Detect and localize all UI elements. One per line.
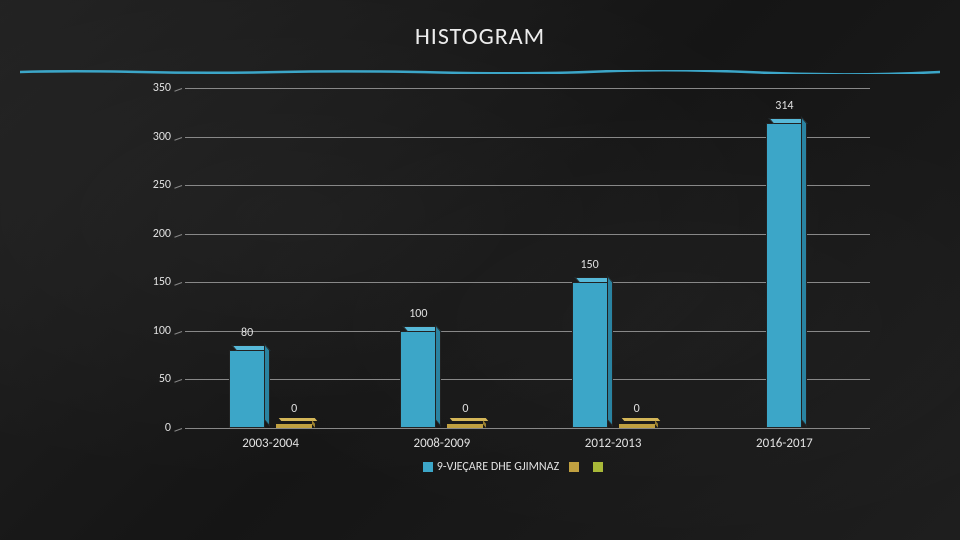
title-underline bbox=[20, 60, 940, 64]
value-label: 80 bbox=[217, 326, 277, 340]
bar bbox=[400, 331, 436, 428]
bar bbox=[229, 350, 265, 428]
value-label: 0 bbox=[607, 402, 667, 416]
bar-group: 15002012-2013 bbox=[528, 88, 699, 428]
chart-title: HISTOGRAM bbox=[0, 0, 960, 51]
value-label: 100 bbox=[388, 307, 448, 321]
bar-group: 3142016-2017 bbox=[699, 88, 870, 428]
y-tick-label: 350 bbox=[153, 81, 185, 95]
category-label: 2008-2009 bbox=[356, 428, 527, 451]
y-tick-label: 300 bbox=[153, 130, 185, 144]
y-tick-label: 100 bbox=[153, 324, 185, 338]
value-label: 0 bbox=[264, 402, 324, 416]
y-tick-label: 150 bbox=[153, 275, 185, 289]
legend-swatch bbox=[569, 462, 579, 472]
histogram-chart: 0501001502002503003508002003-20041000200… bbox=[150, 88, 870, 478]
value-label: 0 bbox=[435, 402, 495, 416]
legend-label: 9-VJEÇARE DHE GJIMNAZ bbox=[437, 460, 560, 474]
bar bbox=[572, 282, 608, 428]
legend: 9-VJEÇARE DHE GJIMNAZ bbox=[150, 460, 870, 474]
bar bbox=[766, 123, 802, 428]
bar-group: 10002008-2009 bbox=[356, 88, 527, 428]
legend-swatch bbox=[593, 462, 603, 472]
legend-swatch bbox=[423, 462, 433, 472]
y-tick-label: 250 bbox=[153, 178, 185, 192]
value-label: 150 bbox=[560, 258, 620, 272]
plot-area: 0501001502002503003508002003-20041000200… bbox=[185, 88, 870, 429]
y-tick-label: 0 bbox=[165, 421, 185, 435]
category-label: 2003-2004 bbox=[185, 428, 356, 451]
y-tick-label: 200 bbox=[153, 227, 185, 241]
bar-group: 8002003-2004 bbox=[185, 88, 356, 428]
category-label: 2016-2017 bbox=[699, 428, 870, 451]
value-label: 314 bbox=[754, 99, 814, 113]
category-label: 2012-2013 bbox=[528, 428, 699, 451]
y-tick-label: 50 bbox=[159, 372, 185, 386]
